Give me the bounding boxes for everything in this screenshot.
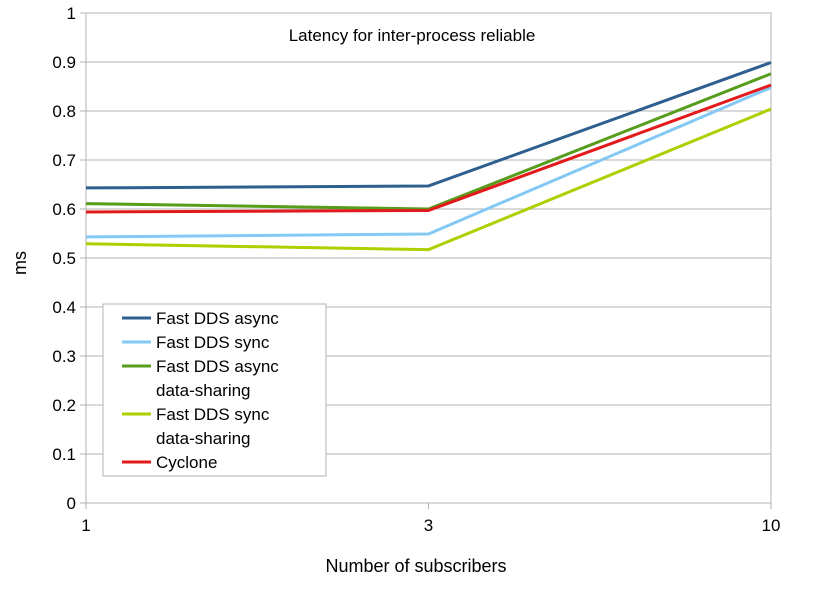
series-line-0 [85, 61, 772, 190]
legend-label: Fast DDS sync [156, 333, 270, 352]
y-tick-label: 0.9 [52, 53, 76, 72]
series-line-3 [85, 107, 772, 252]
y-tick-label: 0.8 [52, 102, 76, 121]
chart-title: Latency for inter-process reliable [289, 26, 536, 45]
legend-label: data-sharing [156, 429, 251, 448]
legend-label: Fast DDS sync [156, 405, 270, 424]
series-lines [85, 61, 772, 252]
series-line-1 [85, 86, 772, 239]
y-tick-label: 0 [67, 494, 76, 513]
x-tick-label: 3 [424, 516, 433, 535]
legend-label: Cyclone [156, 453, 217, 472]
y-tick-label: 0.7 [52, 151, 76, 170]
series-line-4 [85, 83, 772, 214]
legend-label: Fast DDS async [156, 309, 279, 328]
y-tick-label: 0.2 [52, 396, 76, 415]
y-tick-label: 0.6 [52, 200, 76, 219]
y-tick-label: 0.5 [52, 249, 76, 268]
legend-label: data-sharing [156, 381, 251, 400]
x-tick-label: 10 [762, 516, 781, 535]
y-axis-label: ms [10, 251, 30, 275]
y-tick-label: 0.3 [52, 347, 76, 366]
legend-label: Fast DDS async [156, 357, 279, 376]
y-tick-label: 0.1 [52, 445, 76, 464]
legend: Fast DDS async Fast DDS sync Fast DDS asyn… [102, 303, 327, 477]
x-axis-label: Number of subscribers [325, 556, 506, 576]
y-tick-label: 1 [67, 4, 76, 23]
x-tick-label: 1 [81, 516, 90, 535]
y-axis-ticks: 0 0.1 0.2 0.3 0.4 0.5 0.6 0.7 0.8 0.9 1 [52, 4, 86, 513]
y-tick-label: 0.4 [52, 298, 76, 317]
legend-box [102, 303, 327, 477]
x-axis-ticks: 1 3 10 [81, 503, 780, 535]
